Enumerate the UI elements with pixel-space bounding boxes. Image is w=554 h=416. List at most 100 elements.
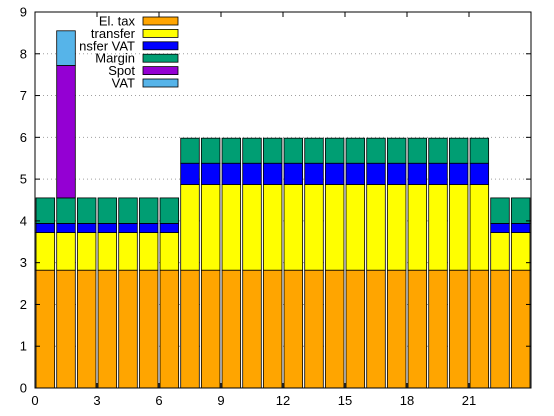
bar-segment-20-3 [448,137,469,164]
legend-swatch-2 [142,41,179,51]
x-tick-label-12: 12 [276,393,290,408]
y-tick-label-7: 7 [20,88,27,103]
bar-segment-14-1 [324,184,345,271]
bar-segment-22-2 [490,222,510,233]
bar-segment-16-3 [366,137,386,164]
bar-segment-14-0 [324,269,345,389]
bar-segment-3-1 [97,232,118,271]
legend-swatch-4 [142,66,179,75]
bar-segment-10-2 [242,162,262,185]
legend-swatch-1 [142,28,179,38]
x-tick-label-9: 9 [217,393,224,408]
bar-segment-0-1 [35,232,56,271]
bar-segment-9-3 [221,137,242,164]
bar-segment-21-0 [469,269,490,389]
bar-segment-6-0 [159,269,180,389]
legend-label-1: transfer [91,26,136,41]
bar-segment-20-0 [448,269,469,389]
bar-segment-12-1 [283,184,304,271]
bar-segment-13-0 [304,269,324,389]
bar-segment-21-3 [469,137,490,164]
bar-segment-21-2 [469,162,490,185]
bar-segment-15-1 [345,184,366,271]
bar-segment-18-1 [407,184,428,271]
bar-segment-4-1 [118,232,138,271]
y-tick-label-5: 5 [20,172,27,187]
bar-segment-14-3 [324,137,345,164]
x-tick-label-3: 3 [93,393,100,408]
bar-segment-16-1 [366,184,386,271]
bar-segment-2-2 [76,222,97,233]
bar-segment-5-2 [138,222,159,233]
bar-segment-1-2 [56,222,76,233]
bar-segment-17-2 [386,162,407,185]
bar-segment-16-0 [366,269,386,389]
bar-segment-23-0 [510,269,531,389]
bar-segment-1-0 [56,269,76,389]
bar-segment-23-2 [510,222,531,233]
bar-segment-19-0 [428,269,448,389]
bar-segment-23-3 [510,197,531,224]
bar-segment-2-3 [76,197,97,224]
bar-segment-6-2 [159,222,180,233]
bar-segment-19-1 [428,184,448,271]
bar-segment-9-0 [221,269,242,389]
bar-segment-6-1 [159,232,180,271]
bar-segment-17-1 [386,184,407,271]
legend-swatch-5 [142,78,179,88]
y-tick-label-6: 6 [20,130,27,145]
bar-segment-3-0 [97,269,118,389]
bar-segment-11-0 [262,269,283,389]
bar-segment-19-3 [428,137,448,164]
bar-segment-15-2 [345,162,366,185]
y-tick-label-1: 1 [20,339,27,354]
bar-segment-0-3 [35,197,56,224]
bar-segment-9-1 [221,184,242,271]
bar-segment-8-3 [200,137,221,164]
bar-segment-17-3 [386,137,407,164]
bar-segment-10-3 [242,137,262,164]
bar-segment-16-2 [366,162,386,185]
bar-segment-9-2 [221,162,242,185]
legend-label-5: VAT [112,76,135,91]
bar-segment-12-2 [283,162,304,185]
bar-segment-14-2 [324,162,345,185]
bar-segment-20-1 [448,184,469,271]
bar-segment-15-3 [345,137,366,164]
y-tick-label-4: 4 [20,213,27,228]
bar-segment-7-1 [180,184,200,271]
bar-segment-13-2 [304,162,324,185]
bar-segment-3-3 [97,197,118,224]
bar-segment-2-0 [76,269,97,389]
bar-segment-7-2 [180,162,200,185]
legend-label-3: Margin [95,51,135,66]
bar-segment-7-0 [180,269,200,389]
bar-segment-11-1 [262,184,283,271]
x-tick-label-15: 15 [338,393,352,408]
bar-segment-1-3 [56,197,76,224]
bar-segment-7-3 [180,137,200,164]
bar-segment-17-0 [386,269,407,389]
y-tick-label-8: 8 [20,46,27,61]
bar-segment-5-0 [138,269,159,389]
bar-segment-15-0 [345,269,366,389]
bar-segment-10-0 [242,269,262,389]
bar-segment-5-1 [138,232,159,271]
y-tick-label-2: 2 [20,297,27,312]
bar-segment-1-1 [56,232,76,271]
bar-segment-2-1 [76,232,97,271]
legend-label-0: El. tax [99,14,136,29]
legend-label-4: Spot [108,63,135,78]
bar-segment-12-0 [283,269,304,389]
bar-segment-0-0 [35,269,56,389]
bar-segment-5-3 [138,197,159,224]
bar-segment-10-1 [242,184,262,271]
gridlines [35,53,531,347]
bar-segment-18-0 [407,269,428,389]
bar-segment-3-2 [97,222,118,233]
bar-segment-22-0 [490,269,510,389]
